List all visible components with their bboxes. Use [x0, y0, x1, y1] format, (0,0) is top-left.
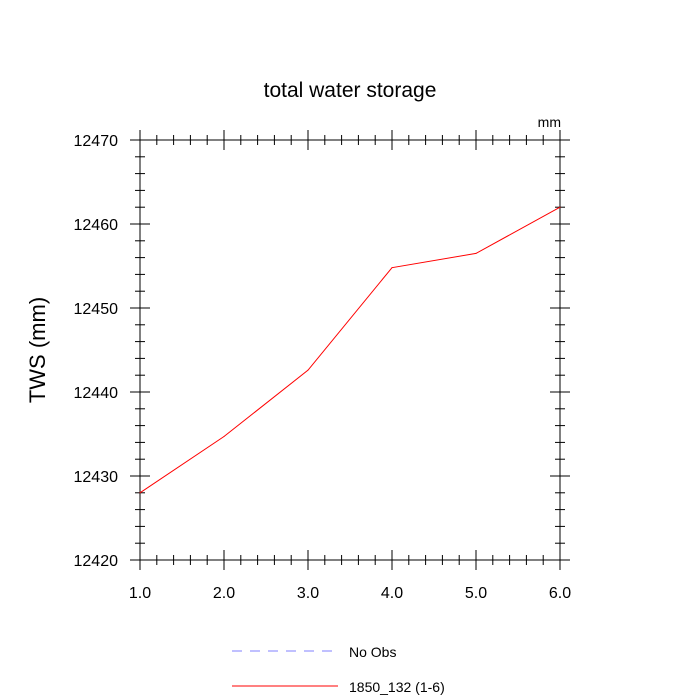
- y-tick-label: 12470: [74, 133, 119, 150]
- legend-label-1: 1850_132 (1-6): [349, 679, 445, 695]
- x-tick-label: 2.0: [213, 585, 235, 602]
- plot-frame: [139, 139, 561, 561]
- y-axis-label: TWS (mm): [25, 297, 50, 403]
- x-tick-label: 4.0: [381, 585, 403, 602]
- y-tick-labels: 12420 12430 12440 12450 12460 12470: [74, 133, 119, 570]
- legend-label-0: No Obs: [349, 644, 396, 660]
- units-label: mm: [538, 114, 561, 130]
- data-point: [223, 436, 225, 438]
- data-point: [391, 267, 393, 269]
- y-tick-label: 12440: [74, 385, 119, 402]
- data-point: [139, 492, 141, 494]
- x-tick-label: 5.0: [465, 585, 487, 602]
- data-point: [307, 369, 309, 371]
- major-ticks: [130, 130, 570, 570]
- x-tick-labels: 1.0 2.0 3.0 4.0 5.0 6.0: [129, 585, 571, 602]
- legend: No Obs 1850_132 (1-6): [232, 644, 445, 695]
- minor-ticks: [135, 135, 565, 565]
- series-line-0: [139, 206, 561, 494]
- y-tick-label: 12420: [74, 553, 119, 570]
- y-tick-label: 12430: [74, 469, 119, 486]
- x-tick-label: 3.0: [297, 585, 319, 602]
- series-layer: [139, 206, 561, 494]
- chart-title: total water storage: [264, 79, 437, 102]
- y-tick-label: 12450: [74, 301, 119, 318]
- x-tick-label: 1.0: [129, 585, 151, 602]
- data-point: [559, 206, 561, 208]
- y-tick-label: 12460: [74, 217, 119, 234]
- x-tick-label: 6.0: [549, 585, 571, 602]
- data-point: [475, 252, 477, 254]
